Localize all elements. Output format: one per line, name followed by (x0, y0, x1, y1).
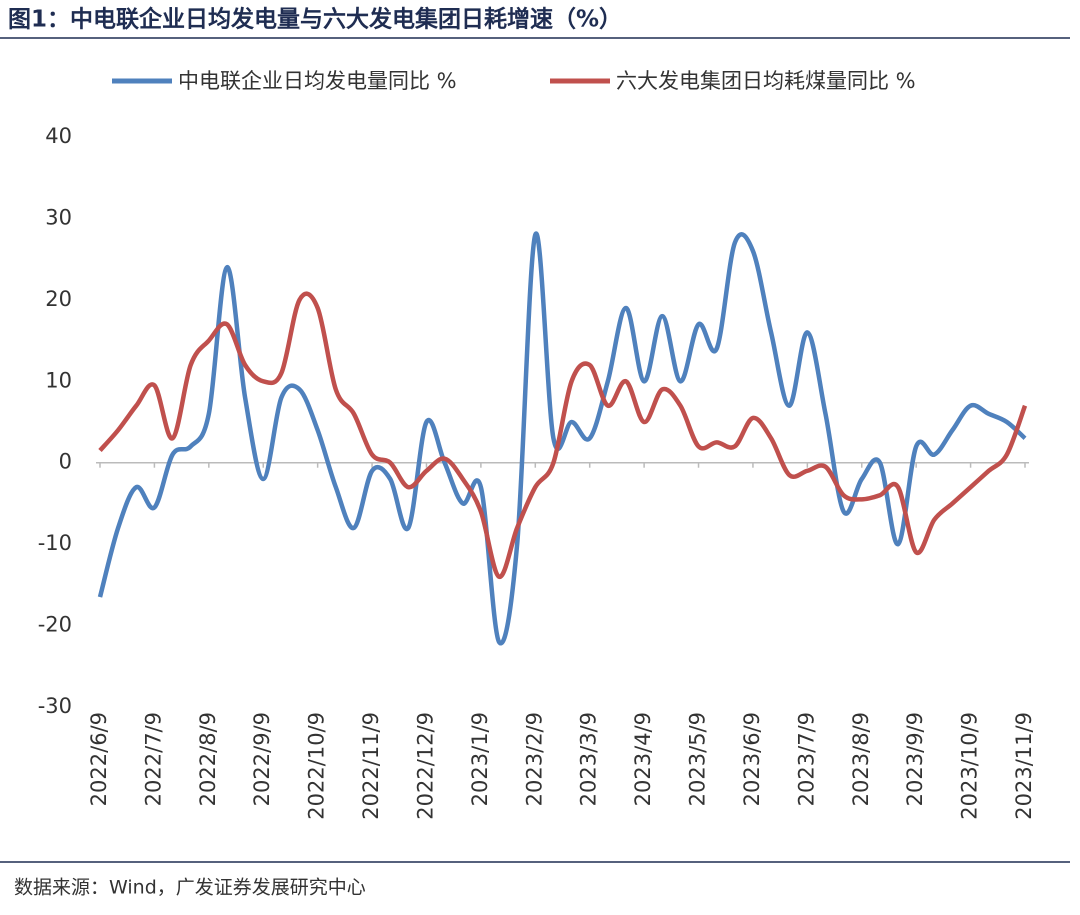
x-tick-label: 2022/12/9 (413, 712, 437, 820)
y-tick-label: 20 (45, 287, 72, 311)
series-line (97, 231, 1027, 646)
x-tick-label: 2023/7/9 (794, 712, 818, 806)
x-tick-label: 2022/10/9 (305, 712, 329, 820)
x-tick-label: 2023/8/9 (849, 712, 873, 806)
legend-label: 中电联企业日均发电量同比 % (178, 69, 457, 93)
y-tick-label: 40 (45, 124, 72, 148)
series-line (98, 291, 1028, 579)
x-tick-label: 2023/9/9 (903, 712, 927, 806)
y-tick-label: -20 (38, 613, 72, 637)
y-tick-label: -10 (38, 531, 72, 555)
x-tick-label: 2023/1/9 (468, 712, 492, 806)
x-tick-label: 2022/7/9 (141, 712, 165, 806)
y-tick-label: 30 (45, 205, 72, 229)
source: 数据来源：Wind，广发证券发展研究中心 (14, 877, 366, 899)
x-tick-label: 2022/8/9 (196, 712, 220, 806)
y-tick-label: 0 (59, 450, 72, 474)
x-tick-label: 2023/3/9 (577, 712, 601, 806)
y-tick-label: 10 (45, 368, 72, 392)
x-tick-label: 2022/9/9 (250, 712, 274, 806)
x-tick-label: 2022/6/9 (87, 712, 111, 806)
x-tick-label: 2023/6/9 (740, 712, 764, 806)
x-tick-label: 2023/4/9 (631, 712, 655, 806)
x-tick-label: 2023/10/9 (958, 712, 982, 820)
x-tick-label: 2022/11/9 (359, 712, 383, 820)
chart-title: 图1：中电联企业日均发电量与六大发电集团日耗增速（%） (8, 6, 622, 33)
legend-label: 六大发电集团日均耗煤量同比 % (616, 69, 916, 93)
x-tick-label: 2023/11/9 (1012, 712, 1036, 820)
x-tick-label: 2023/5/9 (686, 712, 710, 806)
y-tick-label: -30 (38, 694, 72, 718)
x-tick-label: 2023/2/9 (522, 712, 546, 806)
